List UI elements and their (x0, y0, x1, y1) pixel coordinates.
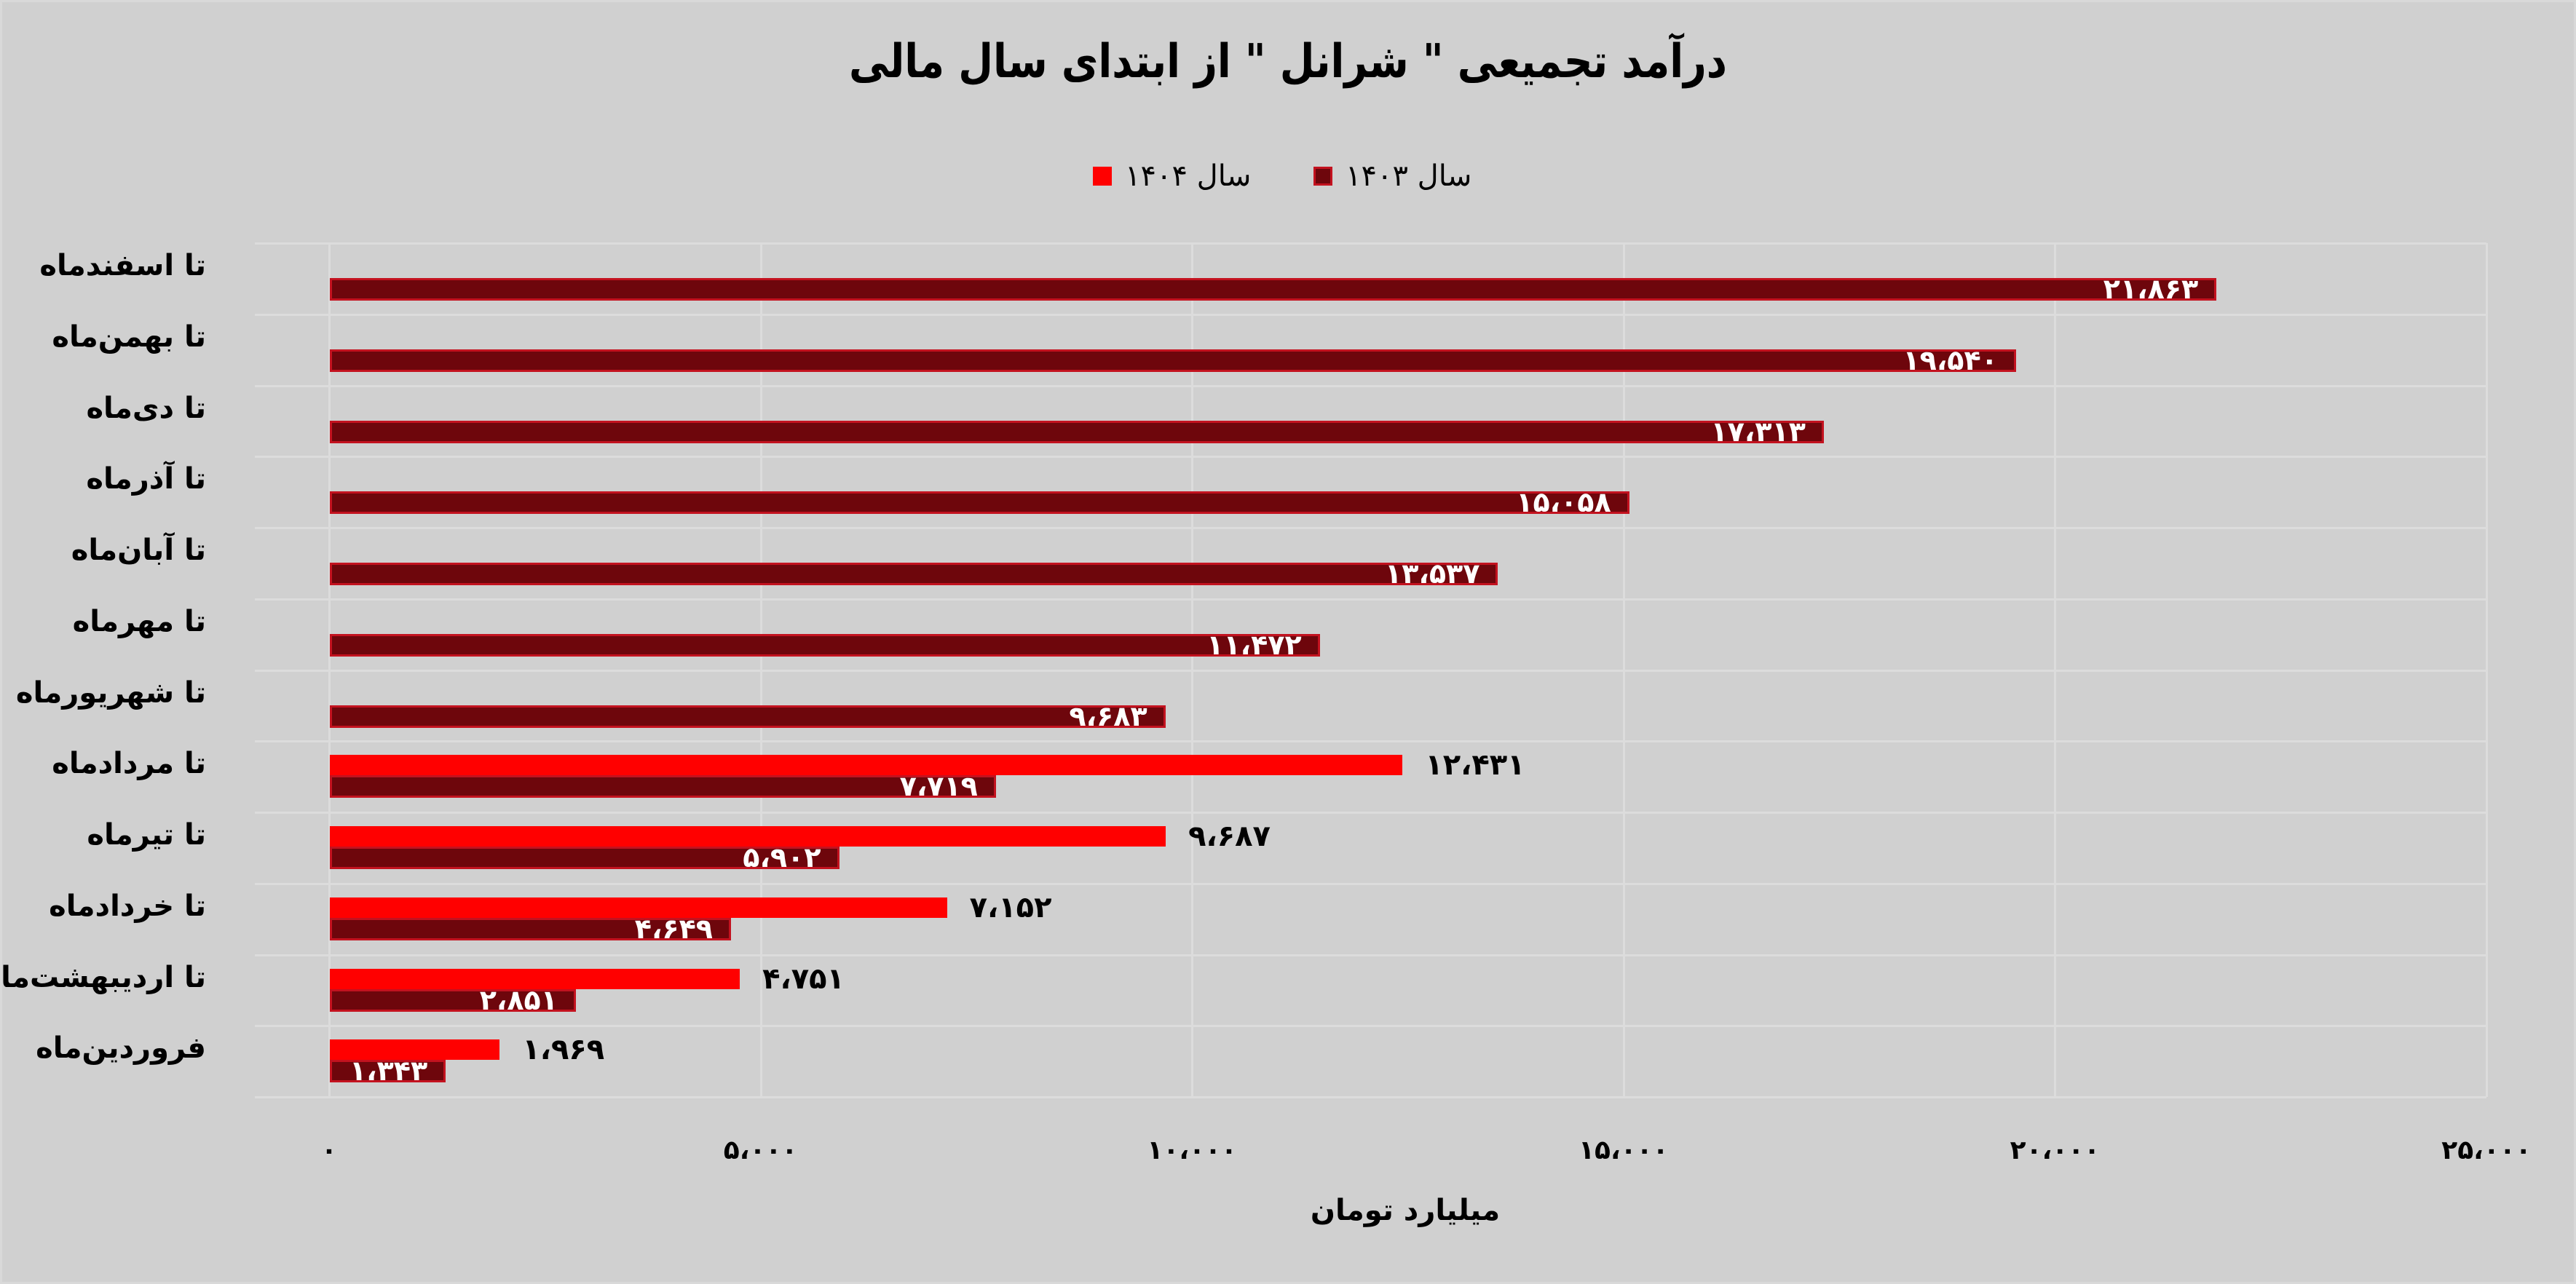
category-label: تا آذرماه (86, 462, 206, 496)
bar-1403[interactable] (330, 1060, 446, 1083)
category-label: تا آبان‌ماه (71, 534, 206, 567)
category-label: تا اردیبهشت‌ماه (0, 960, 206, 994)
data-label-1403: ۱۵،۰۵۸ (1516, 486, 1611, 519)
chart-row: تا مهرماه ۱۱،۴۷۲ (73, 599, 2486, 670)
category-label: تا شهریورماه (15, 675, 206, 710)
bar-1403[interactable] (330, 420, 1824, 443)
horizontal-gridline (255, 527, 2486, 529)
data-label-1403: ۱۱،۴۷۲ (1206, 628, 1302, 661)
chart-row: تا شهریورماه ۹،۶۸۳ (16, 670, 2486, 742)
bar-1403[interactable] (330, 847, 839, 869)
data-label-1404: ۹،۶۸۷ (1188, 820, 1271, 853)
horizontal-gridline (255, 740, 2486, 743)
bar-1404[interactable] (330, 968, 740, 989)
bar-1404[interactable] (330, 1039, 500, 1061)
data-label-1403: ۱،۳۴۳ (349, 1055, 428, 1087)
chart-title: درآمد تجمیعی " شرانل " از ابتدای سال مال… (848, 35, 1728, 89)
category-label: فروردین‌ماه (36, 1031, 206, 1066)
vertical-gridline (2486, 243, 2488, 1097)
horizontal-gridline (255, 882, 2486, 885)
bar-1403[interactable] (330, 563, 1498, 585)
bar-1403[interactable] (330, 705, 1166, 728)
chart-row: تا آبان‌ماه ۱۳،۵۳۷ (71, 528, 2486, 599)
legend-item-1404: سال ۱۴۰۴ (1093, 156, 1251, 197)
horizontal-gridline (255, 812, 2486, 814)
legend: سال ۱۴۰۳ سال ۱۴۰۴ (0, 156, 2576, 197)
data-label-1403: ۹،۶۸۳ (1069, 700, 1147, 732)
horizontal-gridline (255, 1025, 2486, 1028)
plot-area: تا اسفندماه ۲۱،۸۶۳ تا بهمن‌ماه ۱۹،۵۴۰ تا دی‌… (0, 242, 2488, 1098)
x-tick-label: ۵،۰۰۰ (723, 1136, 798, 1165)
data-label-1403: ۲۱،۸۶۳ (2103, 273, 2199, 305)
data-label-1403: ۱۷،۳۱۳ (1710, 415, 1806, 448)
x-tick-label: ۲۰،۰۰۰ (2010, 1136, 2101, 1165)
category-label: تا اسفندماه (39, 249, 206, 282)
bar-1403[interactable] (330, 633, 1320, 657)
bar-1403[interactable] (330, 988, 576, 1012)
bar-1403[interactable] (330, 775, 996, 798)
chart-row: تا اردیبهشت‌ماه ۴،۷۵۱ ۲،۸۵۱ (0, 955, 2486, 1026)
chart-row: تا تیرماه ۹،۶۸۷ ۵،۹۰۲ (87, 812, 2486, 884)
category-label: تا دی‌ماه (86, 391, 206, 425)
horizontal-gridline (255, 384, 2486, 387)
data-label-1403: ۵،۹۰۲ (743, 841, 821, 873)
data-label-1404: ۱۲،۴۳۱ (1425, 748, 1525, 782)
x-tick-label: ۱۵،۰۰۰ (1579, 1136, 1669, 1165)
bar-1404[interactable] (330, 826, 1166, 847)
horizontal-gridline (255, 1096, 2486, 1098)
bar-1403[interactable] (330, 349, 2016, 372)
data-label-1403: ۴،۶۴۹ (634, 912, 713, 945)
horizontal-gridline (255, 242, 2486, 245)
bar-1403[interactable] (330, 491, 1629, 515)
category-label: تا خردادماه (49, 889, 206, 923)
legend-label-1404: سال ۱۴۰۴ (1125, 159, 1252, 193)
chart-row: تا آذرماه ۱۵،۰۵۸ (86, 456, 2486, 528)
x-tick-label: ۱۰،۰۰۰ (1147, 1136, 1237, 1165)
data-label-1404: ۷،۱۵۲ (969, 890, 1052, 924)
category-label: تا مهرماه (72, 604, 206, 638)
chart-row: تا دی‌ماه ۱۷،۳۱۳ (86, 386, 2486, 457)
legend-swatch-1403-icon (1313, 167, 1332, 186)
data-label-1403: ۷،۷۱۹ (899, 770, 978, 803)
category-label: تا بهمن‌ماه (52, 320, 206, 354)
chart-row: تا بهمن‌ماه ۱۹،۵۴۰ (52, 314, 2486, 386)
x-tick-label: ۰ (321, 1136, 337, 1165)
bar-1403[interactable] (330, 278, 2217, 301)
category-label: تا مردادماه (52, 747, 206, 781)
data-label-1403: ۱۹،۵۴۰ (1903, 344, 1998, 376)
chart-row: فروردین‌ماه ۱،۹۶۹ ۱،۳۴۳ (36, 1026, 2486, 1097)
x-axis-title: میلیارد تومان (1310, 1194, 1501, 1227)
data-label-1403: ۱۳،۵۳۷ (1385, 558, 1480, 590)
horizontal-gridline (255, 954, 2486, 956)
data-label-1404: ۱،۹۶۹ (522, 1033, 605, 1067)
legend-label-1403: سال ۱۴۰۳ (1346, 159, 1472, 193)
legend-item-1403: سال ۱۴۰۳ (1313, 156, 1471, 197)
x-tick-label: ۲۵،۰۰۰ (2441, 1136, 2532, 1165)
horizontal-gridline (255, 313, 2486, 316)
bar-1404[interactable] (330, 755, 1403, 776)
bar-1404[interactable] (330, 897, 947, 918)
horizontal-gridline (255, 598, 2486, 601)
chart-row: تا اسفندماه ۲۱،۸۶۳ (39, 243, 2486, 314)
legend-swatch-1404-icon (1093, 167, 1112, 186)
chart-row: تا خردادماه ۷،۱۵۲ ۴،۶۴۹ (49, 884, 2486, 955)
data-label-1403: ۲،۸۵۱ (479, 983, 558, 1016)
horizontal-gridline (255, 456, 2486, 459)
horizontal-gridline (255, 669, 2486, 672)
chart-row: تا مردادماه ۱۲،۴۳۱ ۷،۷۱۹ (52, 741, 2486, 812)
bar-1403[interactable] (330, 917, 731, 940)
data-label-1404: ۴،۷۵۱ (762, 962, 845, 996)
category-label: تا تیرماه (87, 818, 206, 852)
